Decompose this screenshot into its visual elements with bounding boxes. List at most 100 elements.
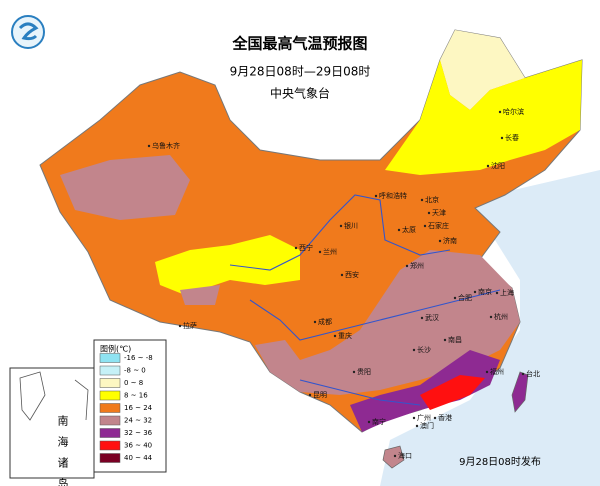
legend-label: 40 ~ 44 [124, 454, 153, 462]
sea [380, 170, 600, 486]
inset-box [9, 367, 95, 479]
city-label: 沈阳 [491, 161, 505, 170]
legend-swatch [99, 353, 121, 363]
city-label: 天津 [432, 209, 446, 217]
city-label: 香港 [438, 413, 452, 422]
region-qinghai [155, 235, 300, 295]
city-dot [294, 246, 298, 250]
legend-label: 36 ~ 40 [124, 442, 152, 450]
city-dot [498, 110, 502, 114]
city-label: 兰州 [323, 247, 337, 256]
legend-swatch [99, 390, 121, 401]
legend-swatch [99, 365, 121, 376]
legend-label: 0 ~ 8 [124, 379, 143, 387]
city-dot [443, 338, 447, 342]
city-dot [340, 273, 344, 277]
region-plateau [180, 285, 220, 305]
city-label: 昆明 [313, 391, 327, 399]
rivers [229, 194, 501, 406]
city-dot [473, 290, 477, 294]
city-dot [318, 250, 322, 254]
city-dot [489, 315, 493, 319]
inset-coast [19, 371, 89, 421]
region-8-16 [385, 60, 582, 175]
city-label: 石家庄 [428, 221, 449, 230]
legend-title: 图例(℃) [100, 344, 131, 354]
city-label: 乌鲁木齐 [152, 141, 180, 150]
city-dot [178, 324, 182, 328]
city-label: 郑州 [410, 262, 424, 270]
city-dot [412, 348, 416, 352]
legend-swatch [99, 403, 121, 413]
legend-label: 16 ~ 24 [124, 404, 153, 412]
city-dot [308, 393, 312, 397]
city-dot [367, 420, 371, 424]
footer: 9月28日08时发布 [459, 455, 541, 468]
city-dot [420, 316, 424, 320]
city-label: 重庆 [338, 331, 352, 340]
city-label: 哈尔滨 [503, 107, 524, 116]
city-label: 西安 [345, 270, 359, 279]
city-dot [453, 296, 457, 300]
city-label: 长春 [505, 133, 519, 142]
city-label: 呼和浩特 [379, 191, 407, 200]
city-dot [405, 264, 409, 268]
issuer: 中央气象台 [270, 86, 330, 101]
legend-label: 32 ~ 36 [124, 429, 153, 437]
city-dot [393, 454, 397, 458]
city-dot [415, 424, 419, 428]
city-dot [486, 164, 490, 168]
city-label: 太原 [402, 225, 416, 234]
city-label: 银川 [344, 221, 358, 230]
inset-label: 南海诸岛 [56, 415, 69, 486]
city-dot [339, 224, 343, 228]
city-dot [521, 372, 525, 376]
city-label: 长沙 [417, 345, 431, 354]
hainan [382, 445, 405, 469]
city-dot [352, 370, 356, 374]
city-dot [495, 291, 499, 295]
region-24-32 [255, 250, 520, 395]
city-label: 贵阳 [357, 367, 371, 376]
region-basin [60, 155, 190, 220]
yangtze-river [249, 289, 501, 341]
legend-swatch [99, 440, 121, 451]
region-0-8 [440, 30, 525, 110]
city-label: 拉萨 [183, 321, 197, 330]
pearl-river [299, 379, 421, 406]
city-label: 北京 [425, 195, 439, 204]
city-label: 西宁 [299, 243, 313, 252]
legend-swatch [99, 378, 121, 388]
legend-swatch [99, 415, 121, 426]
period: 9月28日08时—29日08时 [230, 65, 371, 79]
taiwan [511, 371, 529, 413]
title: 全国最高气温预报图 [231, 35, 367, 53]
legend-swatch [99, 428, 121, 438]
city-label: 澳门 [420, 421, 434, 430]
city-dot [313, 320, 317, 324]
city-dot [485, 370, 489, 374]
city-label: 武汉 [425, 313, 439, 322]
city-label: 福州 [490, 367, 504, 376]
city-label: 台北 [526, 369, 540, 378]
yellow-river [229, 194, 451, 271]
region-32-36 [350, 350, 500, 432]
city-label: 成都 [318, 317, 332, 326]
city-dot [333, 334, 337, 338]
city-label: 合肥 [458, 293, 472, 302]
city-dot [374, 194, 378, 198]
city-label: 海口 [398, 451, 412, 460]
city-dot [438, 239, 442, 243]
legend-swatch [99, 453, 121, 463]
city-label: 南宁 [372, 417, 386, 426]
city-dot [433, 416, 437, 420]
city-label: 济南 [443, 236, 457, 245]
legend-label: -8 ~ 0 [124, 367, 146, 375]
city-dot [397, 228, 401, 232]
logo-mark [18, 22, 39, 41]
legend-label: 24 ~ 32 [124, 417, 152, 425]
city-dot [427, 211, 431, 215]
city-label: 上海 [500, 288, 514, 297]
city-label: 杭州 [494, 312, 508, 321]
logo [11, 15, 45, 49]
